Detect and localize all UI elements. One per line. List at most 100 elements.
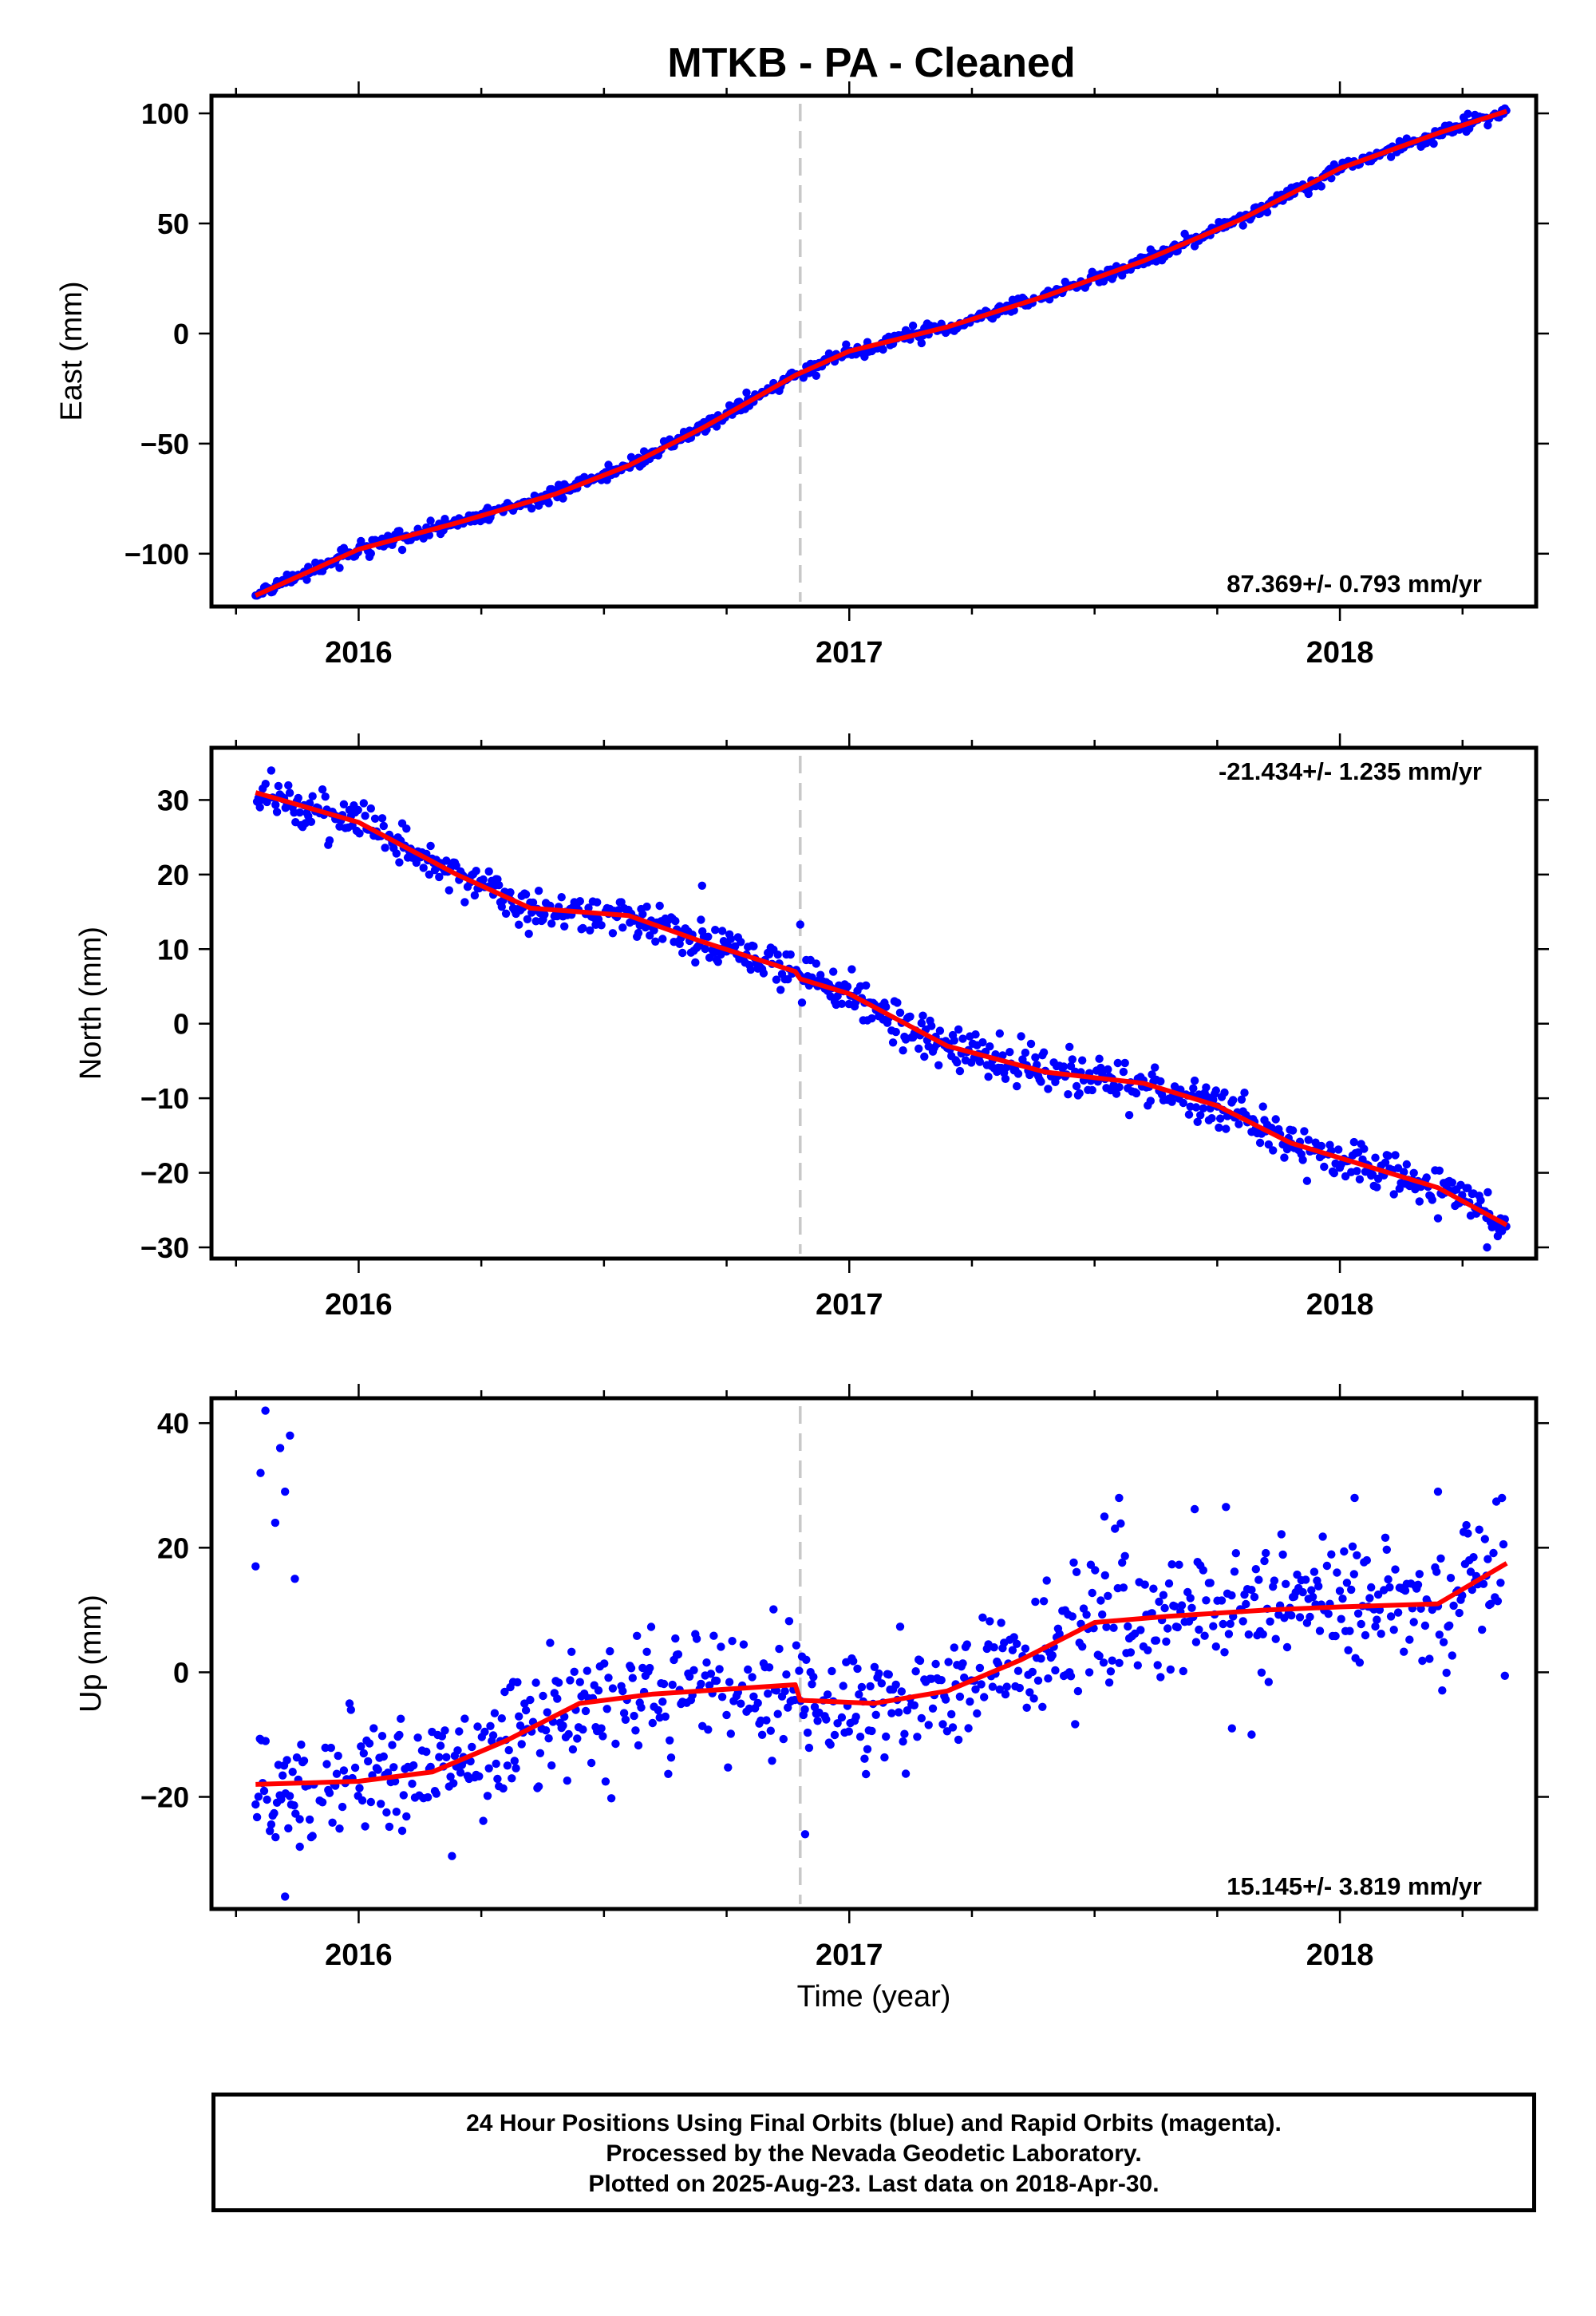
data-point xyxy=(697,881,706,891)
y-tick-label: −10 xyxy=(140,1082,189,1115)
data-point xyxy=(526,1695,535,1705)
data-point xyxy=(796,920,804,929)
data-point xyxy=(1384,1575,1393,1584)
data-point xyxy=(891,1680,900,1690)
data-point xyxy=(1140,1580,1149,1589)
data-point xyxy=(1287,1611,1296,1620)
data-point xyxy=(689,1666,698,1674)
data-point xyxy=(1099,1658,1108,1667)
data-point xyxy=(567,1647,576,1656)
data-point xyxy=(753,1698,762,1708)
data-point xyxy=(455,1727,464,1736)
data-point xyxy=(1039,1048,1049,1057)
data-point xyxy=(1413,1580,1423,1590)
data-point xyxy=(1300,1127,1309,1136)
data-point xyxy=(261,1737,270,1745)
data-point xyxy=(1334,1145,1343,1154)
data-point xyxy=(1353,1551,1361,1560)
data-point xyxy=(980,1693,989,1701)
data-point xyxy=(1282,1144,1292,1154)
data-point xyxy=(1216,1114,1225,1123)
data-point xyxy=(1159,1591,1168,1599)
data-point xyxy=(863,1745,872,1753)
data-point xyxy=(1295,1613,1305,1622)
data-point xyxy=(842,340,851,349)
data-point xyxy=(659,1679,669,1689)
data-point xyxy=(779,1734,788,1744)
data-point xyxy=(882,1002,891,1011)
y-tick-label: −100 xyxy=(124,538,189,571)
data-point xyxy=(1149,1584,1158,1593)
data-point xyxy=(274,781,283,791)
data-point xyxy=(436,1741,445,1750)
data-point xyxy=(1100,1512,1109,1521)
data-point xyxy=(634,928,643,938)
data-point xyxy=(953,1058,962,1067)
rate-label: -21.434+/- 1.235 mm/yr xyxy=(1219,757,1482,785)
data-point xyxy=(1271,1115,1280,1124)
footer-line-2: Processed by the Nevada Geodetic Laborat… xyxy=(606,2140,1142,2167)
data-point xyxy=(281,1487,290,1496)
data-point xyxy=(1278,1550,1287,1559)
data-point xyxy=(737,1699,745,1708)
fit-line xyxy=(255,109,1508,598)
data-point xyxy=(691,958,700,967)
data-point xyxy=(608,1684,618,1693)
data-point xyxy=(294,793,302,803)
data-point xyxy=(385,1822,394,1832)
data-point xyxy=(1361,1630,1370,1640)
data-point xyxy=(425,870,434,879)
data-point xyxy=(302,575,311,584)
data-point xyxy=(306,817,316,827)
data-point xyxy=(267,766,276,775)
data-point xyxy=(1001,1074,1010,1084)
data-point xyxy=(1164,1579,1174,1588)
data-point xyxy=(844,1727,854,1736)
data-point xyxy=(917,338,926,348)
data-point xyxy=(1409,1618,1418,1626)
data-point xyxy=(1436,1554,1445,1563)
data-point xyxy=(397,1826,407,1836)
data-point xyxy=(1469,1553,1478,1562)
data-point xyxy=(1483,121,1492,130)
data-point xyxy=(1132,1089,1141,1098)
data-point xyxy=(1229,1096,1238,1105)
data-point xyxy=(1033,1676,1043,1685)
data-point xyxy=(1306,1612,1314,1622)
data-point xyxy=(829,967,838,976)
data-point xyxy=(1464,1184,1472,1192)
data-point xyxy=(702,1658,711,1667)
data-point xyxy=(355,1784,364,1792)
data-point xyxy=(1400,1586,1410,1595)
data-point xyxy=(924,1721,933,1729)
data-point xyxy=(895,1708,903,1717)
data-point xyxy=(1425,1654,1434,1663)
data-point xyxy=(1468,1585,1477,1595)
data-point xyxy=(547,919,556,928)
data-point xyxy=(1349,1570,1359,1579)
data-point xyxy=(355,829,364,838)
data-point xyxy=(1226,1619,1235,1629)
data-point xyxy=(325,1788,334,1797)
data-point xyxy=(826,1740,835,1749)
data-point xyxy=(602,1705,611,1713)
data-point xyxy=(486,1721,495,1730)
data-point xyxy=(1100,1571,1110,1580)
data-point xyxy=(366,1797,375,1807)
data-point xyxy=(1179,1666,1188,1676)
data-point xyxy=(497,1714,506,1723)
data-point xyxy=(350,1763,360,1773)
data-point xyxy=(488,1731,498,1740)
data-point xyxy=(1362,1555,1372,1565)
data-point xyxy=(784,974,792,984)
data-point xyxy=(642,902,651,911)
data-point xyxy=(1217,1596,1227,1605)
data-point xyxy=(295,1815,304,1824)
data-point xyxy=(1065,1042,1074,1052)
data-point xyxy=(1476,1196,1485,1205)
data-point xyxy=(1155,1597,1163,1607)
data-point xyxy=(379,821,388,831)
figure-title: MTKB - PA - Cleaned xyxy=(667,40,1075,86)
data-point xyxy=(966,1697,974,1706)
data-point xyxy=(855,1733,865,1741)
